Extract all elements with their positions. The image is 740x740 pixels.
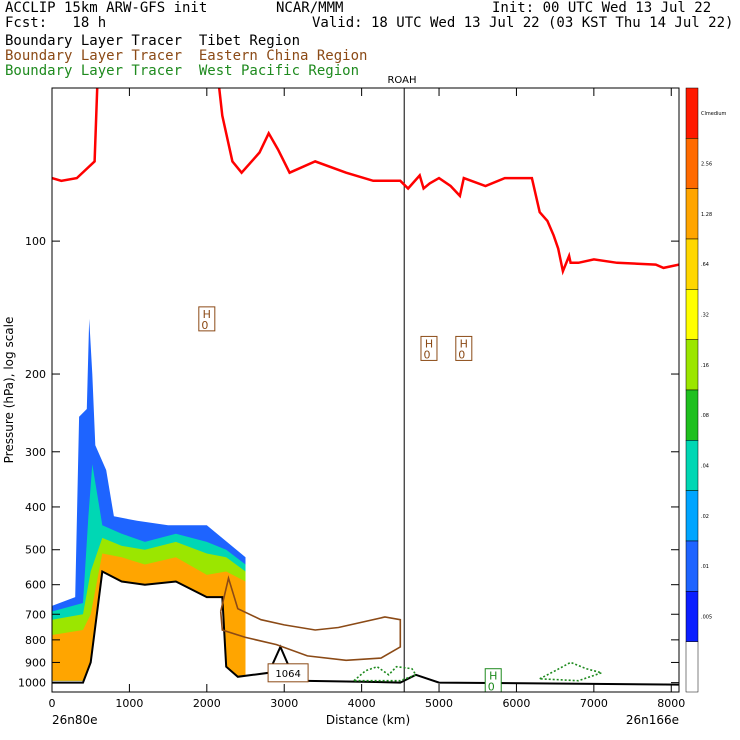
colorbar-label: .005 [701, 615, 712, 621]
colorbar-segment [685, 641, 699, 693]
legend-west-pacific: Boundary Layer Tracer West Pacific Regio… [5, 63, 360, 79]
init-time: Init: 00 UTC Wed 13 Jul 22 [492, 0, 712, 16]
forecast-hour: Fcst: 18 h [5, 15, 107, 31]
y-tick-label: 1000 [18, 677, 46, 690]
legend-eastern-china: Boundary Layer Tracer Eastern China Regi… [5, 48, 368, 64]
x-tick-label: 6000 [502, 697, 530, 710]
valid-time: Valid: 18 UTC Wed 13 Jul 22 (03 KST Thu … [312, 15, 734, 31]
colorbar-label: .16 [701, 363, 709, 369]
y-tick-label: 700 [25, 608, 46, 621]
plot-frame [51, 87, 680, 693]
y-tick-label: 900 [25, 656, 46, 669]
colorbar-label: .08 [701, 413, 709, 419]
terrain-mask [52, 571, 679, 692]
terrain-line [52, 569, 679, 686]
high-marker: H0 [484, 668, 502, 694]
organization-label: NCAR/MMM [276, 0, 344, 16]
tracer-contour-line [219, 575, 402, 662]
y-tick-label: 800 [25, 634, 46, 647]
high-marker: H0 [455, 335, 473, 361]
right-end-label: 26n166e [626, 713, 679, 727]
high-marker-value: 0 [458, 348, 465, 361]
legend-tibet: Boundary Layer Tracer Tibet Region [5, 33, 301, 49]
high-marker-label: H [460, 337, 468, 350]
colorbar-label: .01 [701, 564, 709, 570]
annotation-label: 1064 [275, 669, 300, 680]
colorbar-segment [685, 238, 699, 290]
station-label: ROAH [387, 75, 416, 86]
x-tick-label: 5000 [425, 697, 453, 710]
high-marker-label: H [425, 337, 433, 350]
high-marker-box [484, 668, 502, 692]
colorbar-label: .32 [701, 313, 709, 319]
y-tick-label: 500 [25, 544, 46, 557]
left-end-label: 26n80e [52, 713, 98, 727]
x-tick-label: 0 [49, 697, 56, 710]
y-tick-label: 300 [25, 446, 46, 459]
colorbar-segment [685, 87, 699, 139]
high-marker-label: H [203, 308, 211, 321]
tracer-contour-line [539, 661, 605, 682]
y-tick-label: 400 [25, 501, 46, 514]
high-marker-label: H [489, 670, 497, 683]
colorbar-label: .02 [701, 514, 709, 520]
y-axis-label: Pressure (hPa), log scale [2, 317, 16, 464]
x-tick-label: 4000 [348, 697, 376, 710]
high-marker-value: 0 [488, 681, 495, 694]
high-marker: H0 [198, 306, 216, 332]
high-marker-box [455, 335, 473, 361]
x-tick-label: 7000 [580, 697, 608, 710]
colorbar-segment [685, 188, 699, 240]
colorbar-segment [685, 591, 699, 642]
colorbar-label: 1.28 [701, 212, 712, 218]
colorbar-label: .04 [701, 464, 709, 470]
high-marker-box [420, 335, 438, 361]
x-tick-label: 1000 [115, 697, 143, 710]
colorbar-segment [685, 289, 699, 340]
model-title: ACCLIP 15km ARW-GFS init [5, 0, 208, 16]
x-axis-label: Distance (km) [326, 713, 410, 727]
tropopause-line [52, 88, 679, 276]
colorbar-segment [685, 389, 699, 441]
high-marker: H0 [420, 335, 438, 361]
colorbar-segment [685, 540, 699, 592]
colorbar-segment [685, 339, 699, 391]
y-tick-label: 100 [25, 235, 46, 248]
x-tick-label: 8000 [657, 697, 685, 710]
colorbar-label: .64 [701, 262, 709, 268]
colorbar-segment [685, 490, 699, 542]
high-marker-value: 0 [201, 319, 208, 332]
y-tick-label: 200 [25, 368, 46, 381]
tracer-contour-line [353, 665, 418, 682]
high-marker-box [198, 306, 216, 332]
colorbar-segment [685, 440, 699, 491]
annotation-box [267, 663, 309, 683]
colorbar-label: Clmedium [701, 111, 727, 117]
x-tick-label: 3000 [270, 697, 298, 710]
high-marker-value: 0 [423, 348, 430, 361]
y-tick-label: 600 [25, 579, 46, 592]
x-tick-label: 2000 [193, 697, 221, 710]
colorbar-segment [685, 138, 699, 189]
colorbar-label: 2.56 [701, 162, 712, 168]
